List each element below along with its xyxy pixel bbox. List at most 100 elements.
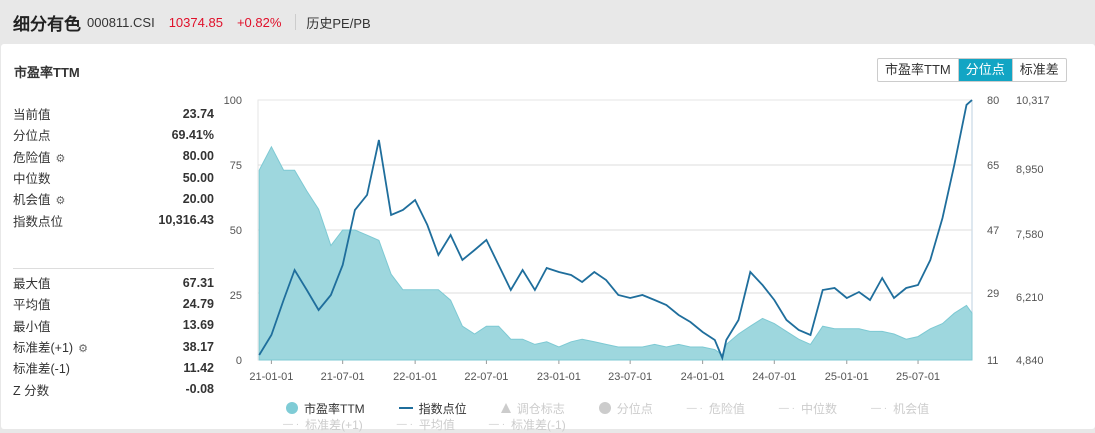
x-axis-tick: 25-01-01 [825, 371, 869, 383]
legend-item[interactable]: — · 危险值 [687, 400, 745, 416]
stat-label-text: 标准差(+1) [13, 341, 74, 356]
legend-item[interactable]: 市盈率TTM [286, 400, 365, 416]
stat-row: 危险值 ⚙ 80.00 [13, 146, 214, 167]
left-axis-tick: 75 [230, 160, 242, 172]
legend-label: 危险值 [708, 401, 745, 416]
stat-label: 机会值 ⚙ [13, 189, 65, 208]
x-axis-tick: 23-07-01 [608, 371, 652, 383]
stat-label-text: 危险值 [13, 150, 51, 165]
line-icon: — · [778, 402, 795, 414]
left-axis-tick: 50 [230, 225, 242, 237]
stat-row: 标准差(-1) 11.42 [13, 357, 214, 378]
index-code: 000811.CSI [87, 14, 155, 30]
line-icon: — · [396, 418, 413, 430]
stat-label-text: 最大值 [13, 277, 51, 292]
line-icon: — · [870, 402, 888, 414]
stat-label: 标准差(-1) [13, 358, 70, 377]
stat-label: 指数点位 [13, 211, 63, 230]
right-index-tick: 7,580 [1016, 229, 1044, 241]
stat-label-text: 分位点 [13, 129, 51, 144]
legend-label: 机会值 [893, 401, 930, 416]
stats-current: 当前值 23.74 分位点 69.41% 危险值 ⚙ 80.00 中位数 50.00 机会值 ⚙ 20… [13, 103, 214, 231]
stat-value: -0.08 [185, 382, 215, 397]
legend-item[interactable]: — · 标准差(+1) [283, 416, 363, 432]
index-name: 细分有色 [13, 14, 81, 34]
pe-card: 市盈率TTM 市盈率TTM 分位点 标准差 当前值 23.74 分位点 69.41% 危… [1, 44, 1095, 432]
tab-std-dev[interactable]: 标准差 [1011, 59, 1066, 81]
right-pe-tick: 29 [987, 288, 999, 300]
triangle-icon [500, 403, 511, 413]
stat-value: 69.41% [171, 127, 214, 142]
left-axis-tick: 0 [236, 355, 242, 367]
stat-label-text: 最小值 [13, 319, 51, 334]
left-axis-tick: 100 [224, 95, 242, 107]
stat-value: 50.00 [182, 170, 214, 185]
stat-value: 24.79 [182, 296, 214, 311]
x-axis-tick: 22-01-01 [393, 371, 437, 383]
legend-label: 中位数 [800, 401, 837, 416]
legend-label: 指数点位 [418, 401, 467, 416]
stat-label-text: 中位数 [13, 172, 51, 187]
stat-value: 13.69 [182, 318, 214, 333]
stat-row: 中位数 50.00 [13, 167, 214, 188]
x-axis-tick: 24-01-01 [681, 371, 725, 383]
stat-row: 分位点 69.41% [13, 124, 214, 145]
stat-label: 最大值 [13, 273, 51, 292]
stat-row: 机会值 ⚙ 20.00 [13, 188, 214, 209]
index-price: 10374.85 [168, 14, 223, 30]
legend-item[interactable]: 调仓标志 [500, 400, 565, 416]
line-icon [398, 407, 413, 409]
stat-label-text: 机会值 [13, 193, 51, 208]
stat-row: Z 分数 -0.08 [13, 378, 214, 399]
legend-label: 市盈率TTM [304, 401, 365, 416]
card-title: 市盈率TTM [14, 65, 80, 80]
legend-label: 标准差(-1) [511, 417, 566, 432]
line-icon: — · [488, 418, 506, 430]
stat-value: 23.74 [182, 106, 214, 121]
header-bar: 细分有色 000811.CSI 10374.85 +0.82% 历史PE/PB [0, 0, 1095, 44]
stat-value: 80.00 [182, 149, 214, 164]
stat-value: 20.00 [182, 191, 214, 206]
legend-item[interactable]: 指数点位 [398, 400, 467, 416]
x-axis-tick: 23-01-01 [537, 371, 581, 383]
stat-label-text: 指数点位 [13, 214, 64, 229]
right-pe-tick: 47 [987, 225, 999, 237]
legend-item[interactable]: — · 中位数 [779, 400, 837, 416]
divider [295, 14, 297, 30]
gear-icon[interactable]: ⚙ [55, 152, 66, 165]
stat-label: 危险值 ⚙ [13, 147, 65, 166]
right-pe-tick: 11 [987, 355, 998, 367]
right-index-tick: 8,950 [1016, 164, 1044, 176]
divider [13, 268, 214, 269]
x-axis-tick: 22-07-01 [464, 371, 508, 383]
tab-pe-ttm[interactable]: 市盈率TTM [885, 62, 951, 77]
legend-label: 调仓标志 [516, 401, 565, 416]
stat-value: 10,316.43 [158, 213, 214, 228]
legend-item[interactable]: — · 平均值 [397, 416, 455, 432]
stat-label: 标准差(+1) ⚙ [13, 337, 88, 356]
tab-percentile[interactable]: 分位点 [957, 59, 1012, 81]
legend-item[interactable]: — · 标准差(-1) [489, 416, 566, 432]
x-axis-tick: 21-07-01 [321, 371, 365, 383]
stats-history: 最大值 67.31 平均值 24.79 最小值 13.69 标准差(+1) ⚙ 38.17 标准差… [13, 272, 214, 400]
stat-row: 指数点位 10,316.43 [13, 209, 214, 230]
stat-label: 当前值 [13, 104, 51, 123]
right-index-tick: 6,210 [1016, 292, 1044, 304]
index-change: +0.82% [236, 14, 282, 30]
history-pe-pb-link[interactable]: 历史PE/PB [306, 15, 371, 31]
gear-icon[interactable]: ⚙ [78, 343, 88, 356]
gear-icon[interactable]: ⚙ [55, 195, 66, 208]
chart-legend: 市盈率TTM 指数点位 调仓标志 分位点 — · 危险值 — · 中位数 — · 机会值 — · 标准… [283, 400, 1006, 432]
legend-label: 平均值 [418, 417, 455, 432]
circle-icon [286, 402, 298, 414]
legend-label: 分位点 [616, 401, 653, 416]
right-pe-tick: 80 [987, 95, 999, 107]
legend-item[interactable]: — · 机会值 [871, 400, 929, 416]
legend-item[interactable]: 分位点 [598, 400, 653, 416]
stat-label: 最小值 [13, 316, 51, 335]
view-toggle: 市盈率TTM 分位点 标准差 [877, 58, 1067, 82]
stat-label: 平均值 [13, 294, 51, 313]
stat-label: 中位数 [13, 168, 51, 187]
stat-row: 平均值 24.79 [13, 293, 214, 314]
